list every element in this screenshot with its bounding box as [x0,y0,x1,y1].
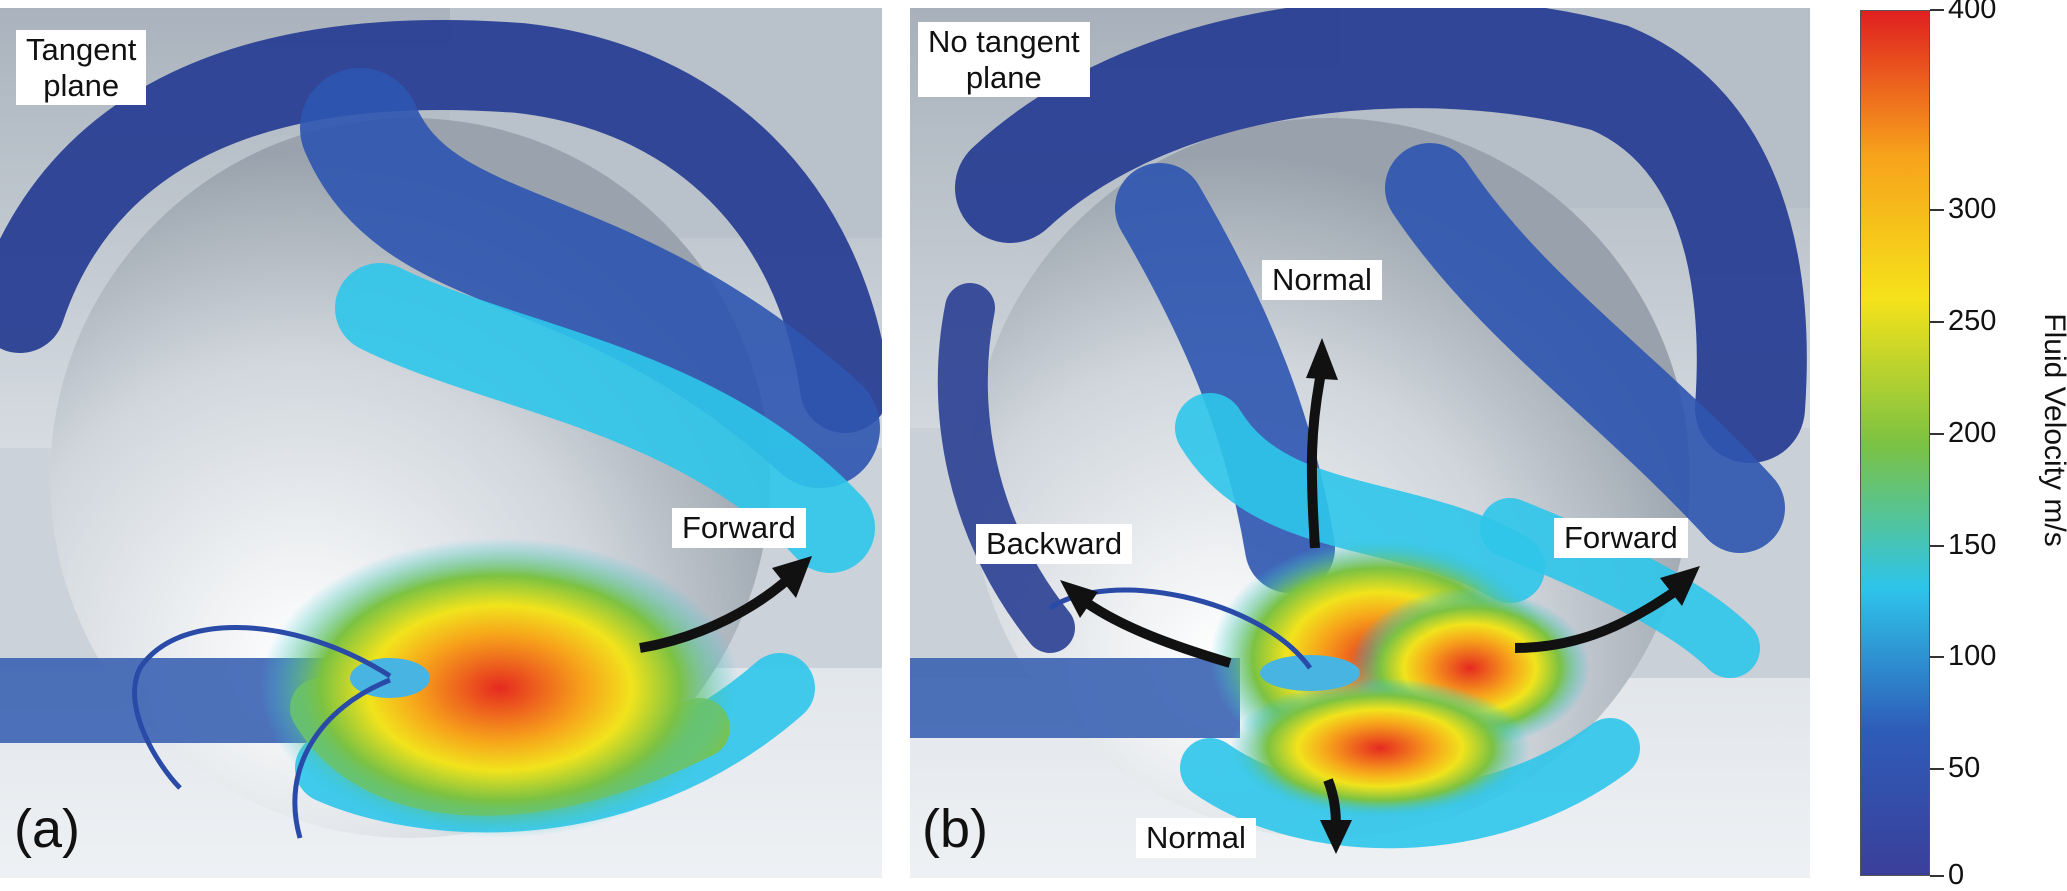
arrows-b [1077,367,1683,829]
colorbar-tick-label: 150 [1948,529,1997,561]
colorbar-tick-label: 0 [1948,859,1965,891]
streamline-plot-a [0,8,882,878]
panel-title-a: Tangent plane [16,30,147,106]
arrow-label-normal-bottom-b: Normal [1136,818,1256,858]
colorbar-tick-label: 200 [1948,417,1997,449]
streamlines-b [937,8,1807,849]
arrow-label-forward-b: Forward [1554,518,1688,558]
arrow-label-normal-top-b: Normal [1262,260,1382,300]
panel-letter-a: (a) [14,799,80,859]
arrow-label-forward-a: Forward [672,508,806,548]
colorbar-tick-label: 400 [1948,0,1997,25]
colorbar-tick [1930,433,1944,435]
streamline-plot-b [910,8,1810,878]
panel-b: No tangent plane Normal Backward Forward… [910,8,1810,878]
colorbar-tick-label: 250 [1948,305,1997,337]
colorbar-tick-label: 50 [1948,752,1981,784]
colorbar-tick [1930,545,1944,547]
panel-a: Tangent plane Forward (a) [0,8,882,878]
colorbar-tick-label: 100 [1948,640,1997,672]
colorbar-title: Fluid Velocity m/s [2038,313,2067,547]
colorbar-tick [1930,9,1944,11]
colorbar-tick [1930,768,1944,770]
colorbar-tick-label: 300 [1948,193,1997,225]
colorbar-tick [1930,321,1944,323]
colorbar-tick [1930,875,1944,877]
colorbar [1860,10,1930,876]
arrow-label-backward-b: Backward [976,524,1133,564]
colorbar-tick [1930,209,1944,211]
colorbar-tick [1930,656,1944,658]
panel-title-b: No tangent plane [918,22,1090,98]
panel-letter-b: (b) [922,799,988,859]
